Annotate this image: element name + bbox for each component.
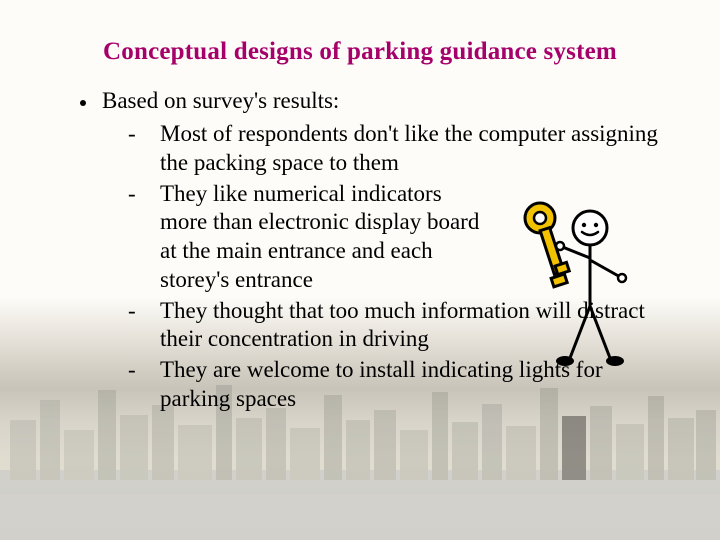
slide-title: Conceptual designs of parking guidance s…	[60, 38, 660, 66]
dash-icon: -	[128, 180, 160, 209]
stick-figure-with-key-icon	[492, 198, 642, 378]
bullet-dot-icon	[80, 100, 86, 106]
lead-text: Based on survey's results:	[102, 88, 339, 114]
dash-icon: -	[128, 120, 160, 149]
list-item: - Most of respondents don't like the com…	[128, 120, 660, 178]
lead-bullet: Based on survey's results:	[60, 88, 660, 114]
dash-icon: -	[128, 356, 160, 385]
list-item-text: Most of respondents don't like the compu…	[160, 120, 660, 178]
dash-icon: -	[128, 297, 160, 326]
list-item-text: They like numerical indicators more than…	[160, 180, 480, 295]
